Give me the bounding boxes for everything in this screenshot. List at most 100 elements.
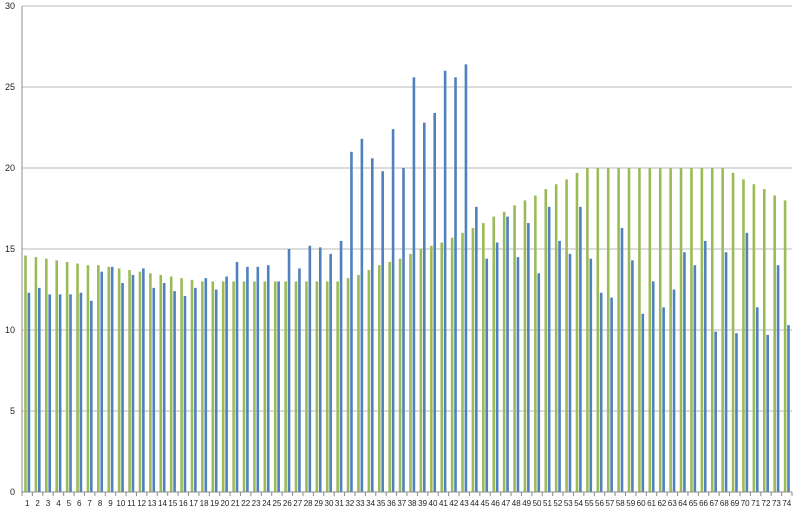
bar-series-2 <box>204 278 208 492</box>
x-tick-label: 53 <box>564 499 573 508</box>
bar-series-2 <box>287 249 291 492</box>
bar-series-1 <box>180 278 183 492</box>
x-tick-label: 54 <box>574 499 583 508</box>
bar-series-1 <box>783 200 787 492</box>
x-tick-label: 41 <box>439 499 448 508</box>
bar-series-2 <box>620 227 624 492</box>
x-tick-labels: 1 2 3 4 5 6 7 8 9 10 11 12 13 14 15 16 17 18 19 20 21 22 23 24 2… <box>25 499 792 508</box>
x-tick-label: 16 <box>179 499 188 508</box>
bar-series-1 <box>648 168 652 492</box>
bar-series-1 <box>419 249 423 492</box>
x-tick-label: 4 <box>56 499 61 508</box>
bar-series-1 <box>294 281 298 492</box>
x-tick-label: 73 <box>772 499 781 508</box>
x-tick-label: 66 <box>699 499 708 508</box>
bars <box>24 64 790 493</box>
bar-series-2 <box>610 297 613 492</box>
bar-series-1 <box>76 263 79 492</box>
x-tick-label: 65 <box>689 499 698 508</box>
bar-series-1 <box>86 265 90 492</box>
bar-series-1 <box>149 273 152 492</box>
x-tick-label: 23 <box>252 499 261 508</box>
x-tick-label: 2 <box>35 499 40 508</box>
x-tick-label: 15 <box>168 499 177 508</box>
x-tick-label: 27 <box>293 499 302 508</box>
y-tick-label: 0 <box>10 487 15 497</box>
bar-series-2 <box>787 325 790 492</box>
bar-series-2 <box>183 295 187 492</box>
bar-series-2 <box>121 283 124 492</box>
bar-series-1 <box>523 200 527 492</box>
y-tick-label: 25 <box>5 82 15 92</box>
bar-series-2 <box>423 122 426 492</box>
bar-series-2 <box>485 258 489 492</box>
bar-series-2 <box>412 77 416 492</box>
bar-series-1 <box>377 265 381 492</box>
bar-series-1 <box>513 205 516 492</box>
bar-series-1 <box>440 242 444 492</box>
bar-series-1 <box>638 168 641 492</box>
bar-series-1 <box>159 274 163 492</box>
bar-series-2 <box>402 168 405 492</box>
bar-series-1 <box>461 232 464 493</box>
y-tick-label: 5 <box>10 406 15 416</box>
x-tick-label: 45 <box>481 499 490 508</box>
bar-series-2 <box>527 223 530 492</box>
bar-series-2 <box>662 307 665 492</box>
bar-series-2 <box>672 289 676 492</box>
bar-series-1 <box>242 281 246 492</box>
x-tick-label: 22 <box>241 499 250 508</box>
x-tick-label: 74 <box>782 499 791 508</box>
y-tick-label: 10 <box>5 325 15 335</box>
bar-series-2 <box>443 70 447 493</box>
bar-series-2 <box>516 257 520 492</box>
bar-series-1 <box>346 278 350 492</box>
x-tick-label: 6 <box>77 499 82 508</box>
bar-series-2 <box>256 266 260 492</box>
gridlines <box>22 5 792 412</box>
bar-series-2 <box>298 268 301 492</box>
bar-series-1 <box>710 168 714 492</box>
bar-series-2 <box>558 240 561 492</box>
bar-series-1 <box>107 266 111 492</box>
bar-series-1 <box>658 168 662 492</box>
bar-series-2 <box>391 129 395 492</box>
x-tick-label: 40 <box>429 499 438 508</box>
x-tick-label: 3 <box>46 499 51 508</box>
bar-series-2 <box>776 265 780 492</box>
x-tick-label: 43 <box>460 499 469 508</box>
y-tick-label: 15 <box>5 244 15 254</box>
bar-series-2 <box>266 265 270 492</box>
x-tick-label: 1 <box>25 499 30 508</box>
bar-series-2 <box>339 240 343 492</box>
x-tick-label: 57 <box>605 499 614 508</box>
x-tick-label: 18 <box>200 499 209 508</box>
x-tick-label: 29 <box>314 499 323 508</box>
bar-series-2 <box>589 258 593 492</box>
y-tick-label: 30 <box>5 1 15 11</box>
bar-series-1 <box>325 281 329 492</box>
bar-series-2 <box>370 158 374 492</box>
bar-series-2 <box>683 252 686 492</box>
bar-series-1 <box>97 265 100 492</box>
x-tick-label: 34 <box>366 499 375 508</box>
bar-series-2 <box>651 281 655 492</box>
bar-series-1 <box>575 172 579 493</box>
bar-series-1 <box>450 237 454 492</box>
bar-series-1 <box>24 255 27 492</box>
bar-series-2 <box>235 261 239 492</box>
x-tick-label: 28 <box>304 499 313 508</box>
bar-series-2 <box>547 206 551 492</box>
bar-series-2 <box>537 273 541 492</box>
bar-series-1 <box>138 271 142 492</box>
bar-series-1 <box>128 270 131 492</box>
bar-series-1 <box>617 168 620 492</box>
axes <box>21 6 793 496</box>
bar-series-1 <box>305 281 308 492</box>
x-tick-label: 9 <box>108 499 113 508</box>
bar-series-1 <box>190 279 194 492</box>
bar-series-1 <box>357 274 360 492</box>
x-tick-label: 31 <box>335 499 344 508</box>
bar-series-2 <box>693 265 697 492</box>
